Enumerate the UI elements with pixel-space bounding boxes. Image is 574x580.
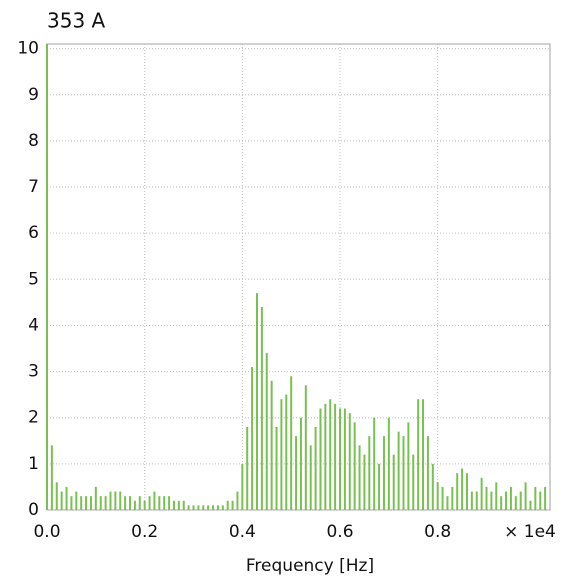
y-tick-label: 0 [28,500,39,520]
x-axis-label: Frequency [Hz] [246,556,374,576]
y-tick-label: 3 [28,362,39,382]
x-tick-label: 0.6 [326,522,353,542]
y-tick-label: 7 [28,177,39,197]
y-tick-label: 5 [28,269,39,289]
x-tick-label: 0.8 [424,522,451,542]
x-tick-label: 0.4 [229,522,256,542]
x-tick-label: 0.2 [131,522,158,542]
x-tick-label: 0.0 [33,522,60,542]
y-tick-label: 10 [17,39,39,59]
y-tick-label: 6 [28,223,39,243]
chart-title: 353 A [47,9,106,33]
y-tick-label: 8 [28,131,39,151]
y-tick-label: 4 [28,315,39,335]
y-tick-label: 2 [28,408,39,428]
y-tick-label: 1 [28,454,39,474]
y-tick-label: 9 [28,85,39,105]
plot-area [46,43,551,511]
x-multiplier: × 1e4 [504,522,556,542]
